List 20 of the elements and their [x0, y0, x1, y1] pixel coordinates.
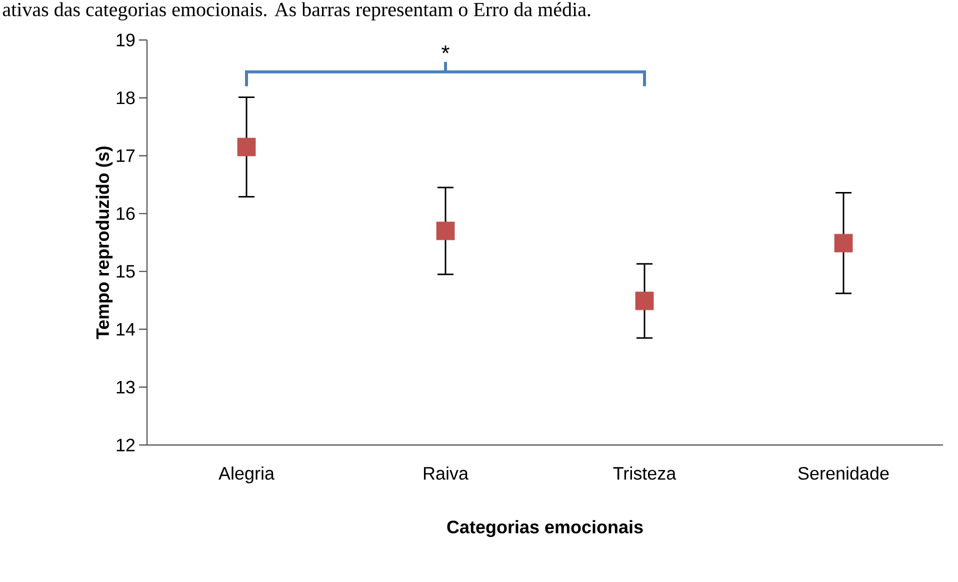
x-tick-label: Tristeza — [613, 466, 676, 480]
y-tick-label: 16 — [116, 207, 135, 220]
x-axis-title: Categorias emocionais — [447, 520, 643, 538]
point — [237, 138, 256, 156]
x-tick-label: Alegria — [218, 466, 275, 484]
x-tick-label: Serenidade — [798, 466, 889, 480]
y-tick-label: 15 — [116, 265, 135, 278]
y-axis-title: Tempo reproduzido (s) — [96, 146, 113, 340]
y-tick-label: 14 — [116, 323, 135, 336]
point — [834, 234, 853, 252]
y-tick-label: 13 — [116, 380, 135, 394]
point — [635, 292, 654, 310]
y-tick-label: 17 — [116, 150, 135, 162]
point — [436, 222, 455, 240]
x-tick-label: Raiva — [424, 466, 468, 480]
text: ativas das categorias emocionais. As barras representam o Erro da média. — [2, 2, 590, 20]
y-tick-label: 12 — [116, 438, 135, 452]
y-tick-label: 18 — [116, 91, 135, 104]
annotation: * — [442, 45, 450, 54]
y-tick-label: 19 — [116, 34, 135, 46]
